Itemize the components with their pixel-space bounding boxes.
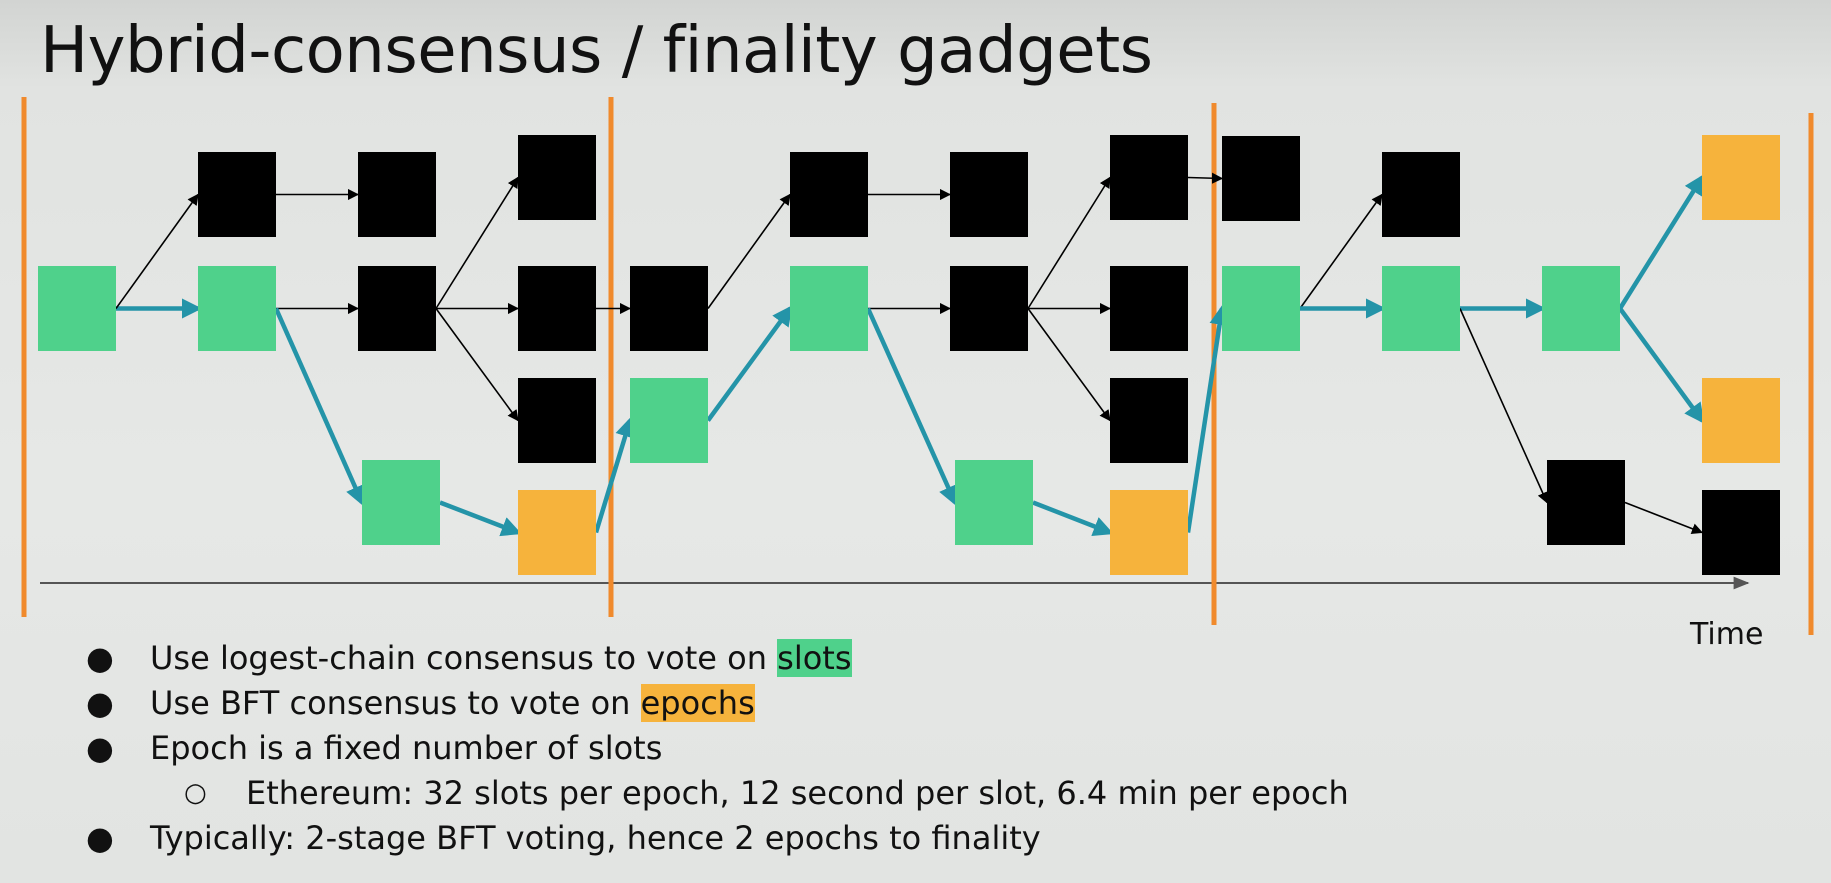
fork-arrow: [1459, 308, 1548, 504]
fork-block: [1222, 136, 1300, 221]
fork-arrow: [707, 193, 791, 309]
fork-arrow: [435, 308, 519, 422]
bullet-item-ethereum: ○ Ethereum: 32 slots per epoch, 12 secon…: [184, 771, 1349, 815]
bullet-item-slots: ● Use logest-chain consensus to vote on …: [86, 636, 852, 680]
slot-block: [1382, 266, 1460, 351]
fork-arrow: [115, 193, 199, 309]
fork-block: [358, 152, 436, 237]
bullet-dot: ●: [86, 819, 114, 857]
bullet-item-epoch-definition: ● Epoch is a fixed number of slots: [86, 726, 663, 770]
slot-block: [38, 266, 116, 351]
bullet-item-finality: ● Typically: 2-stage BFT voting, hence 2…: [86, 816, 1041, 860]
fork-block: [358, 266, 436, 351]
fork-block: [1382, 152, 1460, 237]
fork-block: [1110, 135, 1188, 220]
bullet-text: Epoch is a fixed number of slots: [150, 729, 663, 767]
time-axis-label: Time: [1690, 617, 1764, 652]
epochs-highlight: epochs: [640, 684, 755, 722]
slot-block: [630, 378, 708, 463]
fork-block: [1110, 378, 1188, 463]
fork-arrow: [435, 176, 519, 309]
slot-block: [198, 266, 276, 351]
bullet-text: Use logest-chain consensus to vote on: [150, 639, 778, 677]
bullet-text: Ethereum: 32 slots per epoch, 12 second …: [246, 774, 1349, 812]
fork-arrow: [1027, 176, 1111, 309]
epoch-block: [1702, 378, 1780, 463]
main-chain-arrow: [1618, 174, 1705, 310]
main-chain-arrow: [439, 500, 522, 537]
fork-arrow: [1027, 308, 1111, 422]
main-chain-arrow: [593, 416, 635, 534]
blockchain-fork-diagram: [21, 97, 1814, 635]
slide-title: Hybrid-consensus / finality gadgets: [40, 14, 1153, 88]
fork-block: [518, 266, 596, 351]
bullet-dot: ●: [86, 639, 114, 677]
sub-bullet-circle: ○: [184, 778, 207, 808]
main-chain-arrow: [1185, 304, 1230, 533]
main-chain-arrow: [273, 307, 365, 507]
fork-block: [950, 266, 1028, 351]
bullet-item-epochs: ● Use BFT consensus to vote on epochs: [86, 681, 755, 725]
bullet-dot: ●: [86, 684, 114, 722]
fork-block: [950, 152, 1028, 237]
fork-block: [1702, 490, 1780, 575]
bullet-dot: ●: [86, 729, 114, 767]
fork-block: [790, 152, 868, 237]
slot-block: [1542, 266, 1620, 351]
fork-arrow: [1187, 172, 1224, 184]
slot-block: [955, 460, 1033, 545]
fork-block: [518, 135, 596, 220]
fork-block: [1547, 460, 1625, 545]
slot-block: [790, 266, 868, 351]
fork-block: [518, 378, 596, 463]
fork-block: [630, 266, 708, 351]
fork-arrow: [1624, 501, 1704, 535]
epoch-block: [1702, 135, 1780, 220]
fork-arrow: [1299, 193, 1383, 309]
main-chain-arrow: [865, 307, 958, 507]
epoch-block: [518, 490, 596, 575]
slot-block: [362, 460, 440, 545]
fork-block: [1110, 266, 1188, 351]
main-chain-arrow: [1618, 307, 1705, 424]
slots-highlight: slots: [777, 639, 852, 677]
main-chain-arrow: [706, 305, 793, 422]
bullet-text: Use BFT consensus to vote on: [150, 684, 641, 722]
epoch-block: [1110, 490, 1188, 575]
slot-block: [1222, 266, 1300, 351]
bullet-text: Typically: 2-stage BFT voting, hence 2 e…: [150, 819, 1041, 857]
fork-block: [198, 152, 276, 237]
main-chain-arrow: [1032, 500, 1114, 537]
